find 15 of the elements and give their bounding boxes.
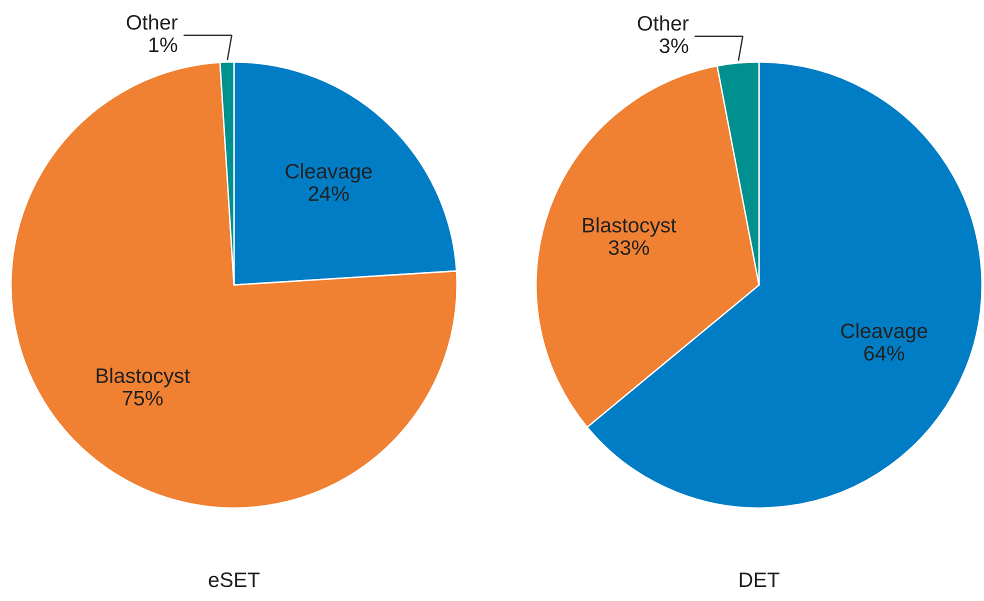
- slice-label: Other: [126, 14, 178, 30]
- text: eSET: [208, 572, 260, 588]
- data-label: 64%: [864, 346, 904, 361]
- slice-label: Other: [638, 15, 689, 31]
- data-label: 3%: [660, 38, 688, 54]
- slice-label: Cleavage: [841, 322, 928, 342]
- data-label: 75%: [122, 390, 163, 406]
- data-label: 24%: [308, 186, 349, 201]
- data-label: 33%: [608, 240, 650, 255]
- data-label: 1%: [149, 38, 178, 52]
- pie-slice: [10, 62, 458, 509]
- slice-label: Blastocyst: [96, 368, 190, 388]
- text: DET: [740, 572, 780, 587]
- slice-label: Blastocyst: [583, 217, 676, 237]
- slice-label: Cleavage: [286, 163, 372, 183]
